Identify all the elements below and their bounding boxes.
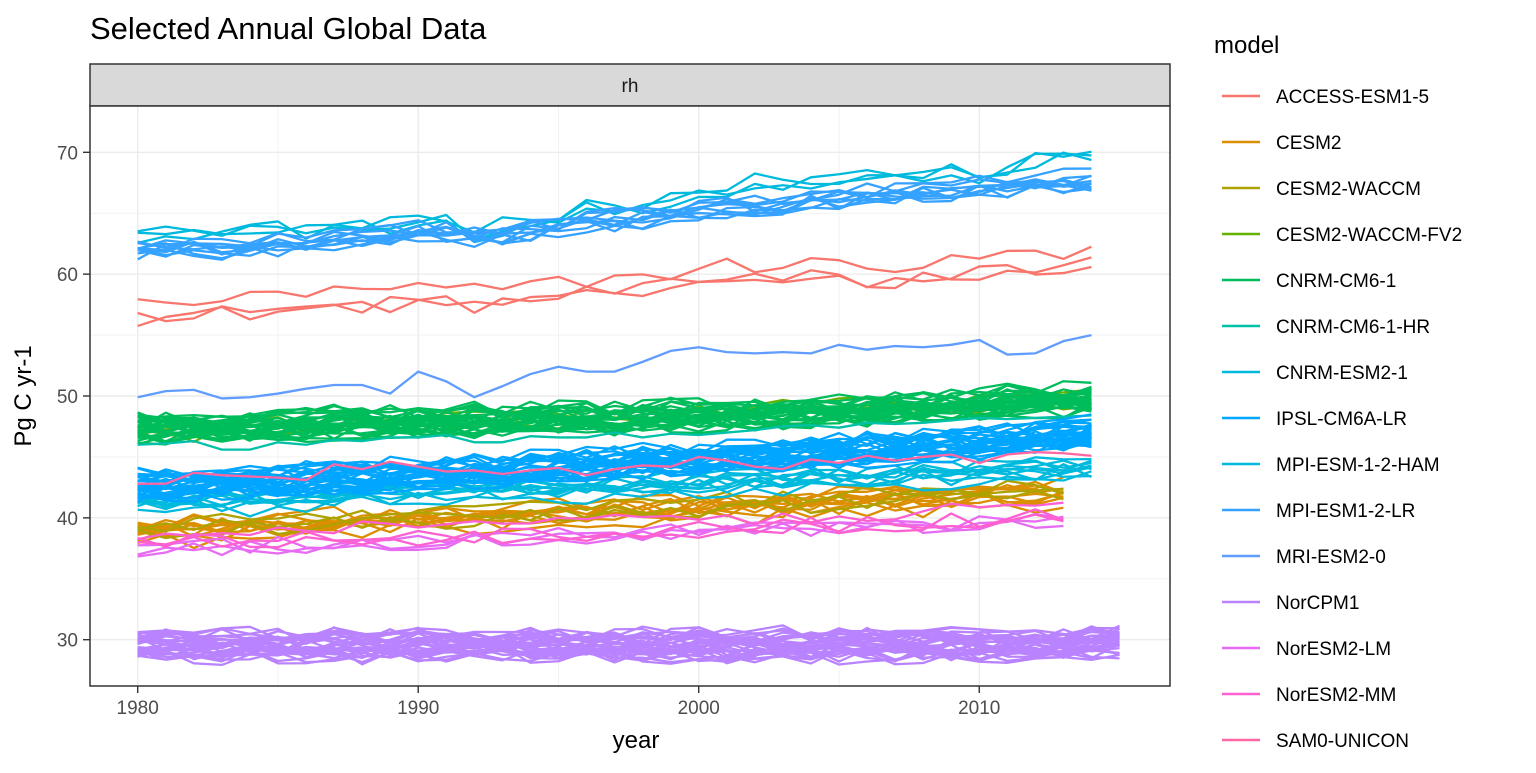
series-line	[137, 643, 1121, 663]
series-line	[137, 624, 1120, 646]
x-axis-title: year	[613, 727, 660, 754]
legend-item: NorCPM1	[1222, 593, 1359, 614]
facet-strip	[89, 63, 1171, 107]
legend-item: NorESM2-MM	[1222, 685, 1396, 706]
legend-item: MRI-ESM2-0	[1222, 547, 1386, 568]
legend-item: ACCESS-ESM1-5	[1222, 87, 1429, 108]
series-line	[137, 405, 1092, 443]
series-line	[137, 438, 1092, 500]
legend-item: CESM2	[1222, 133, 1341, 154]
series-norcpm1	[137, 624, 1121, 667]
legend-label: SAM0-UNICON	[1276, 731, 1409, 752]
x-tick-label: 1980	[117, 698, 159, 719]
series-line	[137, 508, 1064, 548]
legend-label: CESM2-WACCM	[1276, 179, 1421, 200]
series-line	[137, 401, 1093, 445]
legend-item: CNRM-ESM2-1	[1222, 363, 1408, 384]
series-access-esm1-5	[137, 245, 1092, 328]
series-line	[137, 401, 1092, 442]
x-tick-label: 1990	[397, 698, 439, 719]
legend-item: SAM0-UNICON	[1222, 731, 1409, 752]
series-cnrm-cm6-1	[137, 380, 1093, 446]
legend-label: NorCPM1	[1276, 593, 1359, 614]
chart-title: Selected Annual Global Data	[90, 11, 487, 46]
series-line	[137, 479, 1064, 533]
series-line	[137, 414, 1092, 451]
legend-item: NorESM2-LM	[1222, 639, 1391, 660]
legend-label: MRI-ESM2-0	[1276, 547, 1386, 568]
legend-label: MPI-ESM-1-2-HAM	[1276, 455, 1440, 476]
series-line	[137, 400, 1092, 439]
series-line	[137, 182, 1092, 258]
legend-label: IPSL-CM6A-LR	[1276, 409, 1407, 430]
y-tick-label: 50	[57, 387, 78, 408]
legend-item: CESM2-WACCM	[1222, 179, 1421, 200]
series-line	[137, 463, 1092, 513]
series-sam0-unicon	[137, 450, 1092, 485]
series-line	[137, 513, 1064, 549]
series-line	[137, 333, 1092, 400]
legend-label: NorESM2-MM	[1276, 685, 1396, 706]
series-line	[137, 174, 1092, 256]
series-layer	[137, 150, 1121, 667]
legend-item: MPI-ESM1-2-LR	[1222, 501, 1415, 522]
series-line	[137, 459, 1092, 508]
series-mpi-esm1-2-lr	[137, 167, 1092, 261]
series-line	[137, 394, 1092, 433]
legend-item: CESM2-WACCM-FV2	[1222, 225, 1462, 246]
legend-label: CNRM-CM6-1-HR	[1276, 317, 1430, 338]
series-line	[137, 450, 1092, 485]
series-line	[137, 178, 1092, 250]
series-line	[137, 642, 1120, 661]
y-tick-label: 40	[57, 509, 78, 530]
series-line	[137, 487, 1064, 540]
legend-label: CESM2-WACCM-FV2	[1276, 225, 1462, 246]
y-tick-label: 60	[57, 265, 78, 286]
series-noresm2-mm	[137, 501, 1064, 549]
y-tick-label: 70	[57, 143, 78, 164]
series-cnrm-cm6-1-hr	[137, 414, 1092, 451]
legend-label: CNRM-CM6-1	[1276, 271, 1396, 292]
series-line	[137, 515, 1064, 556]
series-line	[137, 634, 1120, 654]
legend-item: CNRM-CM6-1	[1222, 271, 1396, 292]
y-axis-title: Pg C yr-1	[10, 345, 37, 446]
series-line	[137, 501, 1064, 541]
series-line	[137, 151, 1092, 245]
series-line	[137, 483, 1064, 538]
legend-item: CNRM-CM6-1-HR	[1222, 317, 1430, 338]
series-line	[137, 642, 1120, 663]
series-line	[137, 418, 1092, 483]
series-mri-esm2-0	[137, 333, 1092, 400]
series-ipsl-cm6a-lr	[137, 413, 1093, 503]
facet-label: rh	[622, 76, 639, 97]
legend-label: MPI-ESM1-2-LR	[1276, 501, 1415, 522]
series-line	[137, 384, 1092, 425]
series-line	[137, 466, 1092, 506]
legend-label: NorESM2-LM	[1276, 639, 1391, 660]
y-tick-label: 30	[57, 631, 78, 652]
series-line	[137, 489, 1064, 536]
series-line	[137, 245, 1092, 307]
legend: ACCESS-ESM1-5 CESM2 CESM2-WACCM CESM2-WACCM…	[1222, 87, 1462, 752]
legend-label: ACCESS-ESM1-5	[1276, 87, 1429, 108]
x-tick-label: 2000	[678, 698, 720, 719]
x-tick-label: 2010	[958, 698, 1000, 719]
legend-item: MPI-ESM-1-2-HAM	[1222, 455, 1440, 476]
series-line	[137, 150, 1092, 242]
legend-label: CESM2	[1276, 133, 1341, 154]
series-line	[137, 264, 1092, 323]
series-line	[137, 627, 1120, 645]
legend-title: model	[1214, 32, 1279, 59]
series-line	[137, 422, 1092, 483]
legend-item: IPSL-CM6A-LR	[1222, 409, 1407, 430]
axis-layer: 1980 1990 2000 2010 30 40 50 60 70	[57, 143, 1001, 719]
legend-label: CNRM-ESM2-1	[1276, 363, 1408, 384]
series-cesm2-waccm	[137, 479, 1064, 540]
